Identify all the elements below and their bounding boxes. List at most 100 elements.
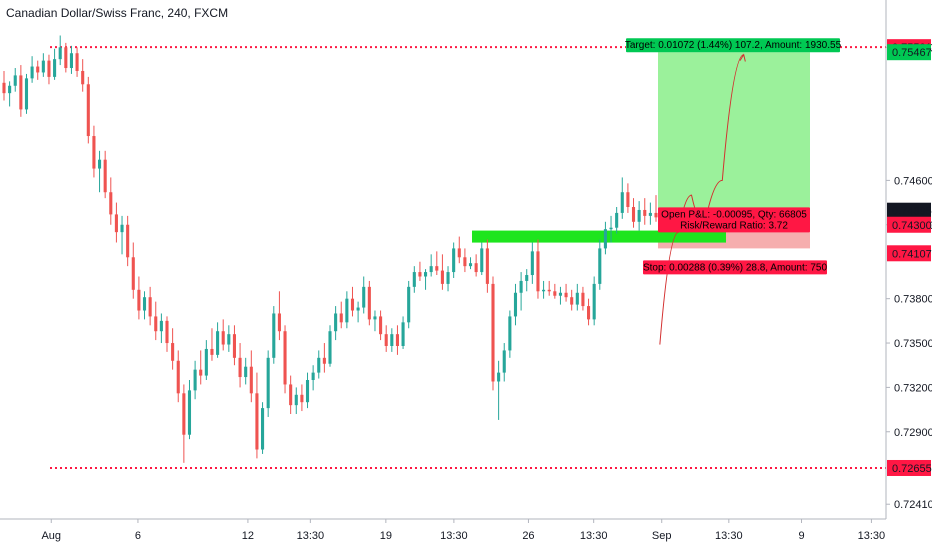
- time-tick-label: 26: [522, 530, 534, 542]
- candle-body: [452, 248, 456, 273]
- time-tick-label: 13:30: [297, 530, 325, 542]
- candle-body: [390, 334, 394, 346]
- chart-title: Canadian Dollar/Swiss Franc, 240, FXCM: [6, 6, 229, 20]
- candle-body: [631, 207, 636, 222]
- candle-body: [395, 334, 399, 346]
- candle-body: [379, 316, 383, 335]
- candle-body: [317, 357, 321, 373]
- candle-body: [64, 47, 68, 69]
- candle-body: [373, 316, 377, 320]
- candle-body: [497, 372, 501, 382]
- candle-body: [176, 360, 180, 394]
- candle-body: [485, 248, 489, 284]
- candle-body: [345, 298, 349, 323]
- time-tick-label: Sep: [652, 530, 672, 542]
- price-label-bg: [887, 459, 931, 476]
- pnl-label-text: Risk/Reward Ratio: 3.72: [680, 220, 788, 231]
- candle-body: [643, 209, 647, 216]
- time-tick-label: 13:30: [858, 530, 886, 542]
- candle-body: [519, 280, 523, 293]
- candle-body: [216, 331, 220, 355]
- pnl-label-bg: [658, 207, 810, 233]
- candle-body: [407, 286, 411, 323]
- time-tick-label: 6: [135, 530, 141, 542]
- candle-body: [530, 251, 534, 276]
- candle-body: [199, 369, 203, 376]
- time-tick-label: Aug: [41, 530, 61, 542]
- candle-body: [362, 286, 366, 308]
- candle-body: [598, 248, 602, 284]
- candle-body: [92, 136, 96, 169]
- candle-body: [47, 60, 51, 77]
- candle-body: [446, 272, 450, 284]
- candle-body: [474, 263, 478, 273]
- candle-body: [294, 394, 298, 406]
- candle-body: [13, 75, 17, 86]
- candle-body: [564, 292, 568, 298]
- candle-body: [53, 59, 57, 77]
- candle-body: [24, 78, 29, 110]
- candle-body: [334, 313, 338, 332]
- candle-body: [277, 313, 281, 332]
- candle-body: [480, 248, 484, 273]
- time-tick-label: 13:30: [580, 530, 608, 542]
- candle-body: [30, 66, 34, 79]
- candle-body: [261, 408, 265, 450]
- candle-body: [525, 275, 529, 281]
- candle-body: [570, 297, 574, 305]
- demand-zone: [472, 230, 726, 243]
- price-tick-label: 0.73500: [894, 338, 932, 350]
- candle-body: [367, 286, 371, 320]
- candle-body: [491, 283, 495, 382]
- candle-body: [131, 257, 135, 290]
- candle-body: [193, 369, 197, 391]
- candle-body: [654, 212, 658, 218]
- price-tick-label: 0.73800: [894, 294, 932, 306]
- candle-body: [468, 263, 473, 267]
- candle-body: [126, 224, 130, 258]
- candle-body: [615, 212, 619, 228]
- candle-body: [429, 266, 433, 273]
- candle-body: [2, 82, 6, 94]
- candle-body: [648, 212, 652, 216]
- candle-body: [418, 272, 422, 277]
- candle-body: [238, 357, 242, 378]
- candle-body: [339, 313, 343, 323]
- price-label: 0.74395: [892, 206, 932, 218]
- candle-body: [120, 224, 124, 233]
- candle-body: [581, 292, 585, 307]
- time-tick-label: 13:30: [715, 530, 743, 542]
- candle-body: [457, 248, 461, 258]
- price-label: 0.74107: [892, 248, 932, 260]
- candle-body: [41, 60, 45, 73]
- candle-body: [75, 53, 79, 71]
- price-tick-label: 0.74600: [894, 175, 932, 187]
- candle-body: [103, 159, 107, 193]
- time-tick-label: 12: [242, 530, 254, 542]
- candle-body: [424, 272, 428, 277]
- candle-body: [98, 159, 102, 169]
- candle-body: [401, 322, 405, 346]
- candle-body: [204, 348, 208, 376]
- candle-body: [182, 393, 186, 435]
- candle-body: [463, 257, 467, 267]
- candle-body: [587, 306, 591, 320]
- candle-body: [148, 297, 152, 317]
- price-label-bg: [887, 216, 931, 233]
- target-label-bg: [626, 38, 840, 53]
- candle-body: [114, 214, 118, 233]
- candle-body: [232, 334, 236, 358]
- price-tick-label: 0.73200: [894, 382, 932, 394]
- candle-body: [244, 366, 248, 378]
- candle-body: [356, 307, 360, 311]
- candle-body: [159, 320, 163, 332]
- price-label-bg: [887, 245, 931, 262]
- candle-body: [266, 357, 270, 409]
- price-label-bg: [887, 202, 931, 219]
- candle-body: [249, 366, 253, 394]
- candle-body: [255, 393, 259, 450]
- stop-label-text: Stop: 0.00288 (0.39%) 28.8, Amount: 750: [643, 262, 827, 273]
- candle-body: [350, 298, 355, 311]
- candle-body: [305, 380, 310, 403]
